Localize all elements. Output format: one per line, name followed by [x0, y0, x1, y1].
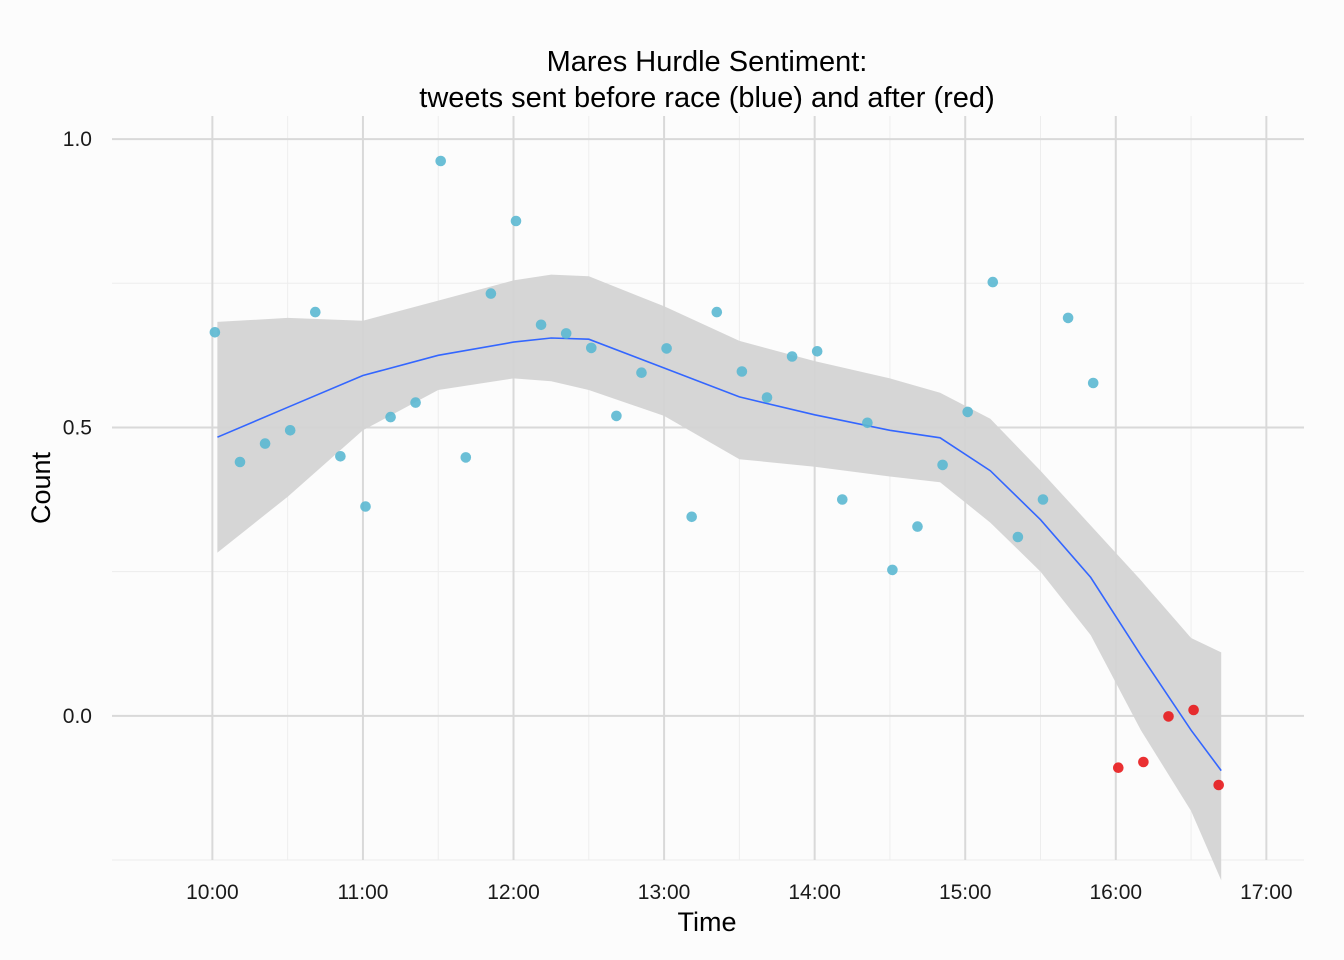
data-point-before: [862, 417, 873, 429]
data-point-before: [410, 397, 421, 408]
data-point-before: [761, 392, 773, 403]
data-point-before: [1087, 377, 1099, 389]
data-point-before: [259, 438, 271, 449]
data-point-before: [962, 406, 973, 418]
smooth-line: [217, 337, 1222, 772]
chart-title-line2: tweets sent before race (blue) and after…: [419, 82, 994, 114]
data-point-before: [937, 459, 948, 471]
data-point-before: [586, 342, 597, 354]
data-point-before: [837, 494, 848, 505]
data-point-before: [460, 452, 472, 463]
y-tick-labels: 0.0 0.5 1.0: [63, 128, 92, 728]
x-tick-label: 12:00: [487, 881, 540, 904]
data-point-before: [209, 327, 221, 338]
x-tick-label: 17:00: [1240, 881, 1293, 904]
points-layer: [209, 155, 1224, 791]
data-point-before: [912, 521, 923, 532]
data-point-before: [385, 411, 396, 423]
data-point-before: [987, 276, 999, 288]
data-point-before: [661, 343, 672, 354]
data-point-before: [736, 366, 748, 377]
x-tick-labels: 10:00 11:00 12:00 13:00 14:00 15:00 16:00 17:00: [186, 881, 1293, 904]
data-point-after: [1188, 704, 1199, 716]
data-point-before: [360, 501, 371, 512]
x-tick-label: 13:00: [638, 881, 691, 904]
data-point-before: [435, 155, 447, 167]
chart-title-line1: Mares Hurdle Sentiment:: [547, 46, 868, 78]
y-tick-label: 0.0: [63, 705, 92, 728]
data-point-after: [1213, 779, 1224, 791]
data-point-before: [1062, 312, 1074, 324]
x-tick-label: 14:00: [788, 881, 841, 904]
smooth-line-layer: [217, 337, 1222, 772]
data-point-before: [611, 410, 622, 422]
data-point-before: [560, 328, 572, 339]
data-point-before: [811, 346, 823, 357]
data-point-before: [711, 306, 723, 318]
data-point-after: [1163, 711, 1174, 722]
x-tick-label: 11:00: [337, 881, 388, 904]
data-point-before: [786, 351, 798, 362]
data-point-before: [310, 306, 321, 318]
data-point-before: [335, 451, 346, 462]
data-point-before: [686, 511, 697, 523]
confidence-band-layer: [217, 274, 1222, 881]
data-point-before: [1037, 494, 1049, 505]
x-tick-label: 15:00: [939, 881, 992, 904]
data-point-before: [510, 215, 522, 227]
data-point-before: [1012, 531, 1024, 543]
data-point-before: [284, 425, 296, 436]
x-tick-label: 16:00: [1090, 881, 1143, 904]
data-point-before: [485, 288, 497, 299]
x-axis-title: Time: [678, 907, 737, 937]
data-point-after: [1138, 756, 1149, 768]
x-tick-label: 10:00: [186, 881, 239, 904]
y-tick-label: 0.5: [63, 416, 92, 439]
y-axis-title: Count: [26, 451, 56, 524]
data-point-after: [1113, 762, 1124, 773]
confidence-band: [217, 274, 1222, 881]
data-point-before: [234, 456, 246, 468]
y-tick-label: 1.0: [63, 128, 92, 151]
data-point-before: [887, 564, 898, 576]
data-point-before: [535, 319, 547, 331]
grid-major: [112, 116, 1304, 860]
data-point-before: [636, 367, 647, 379]
